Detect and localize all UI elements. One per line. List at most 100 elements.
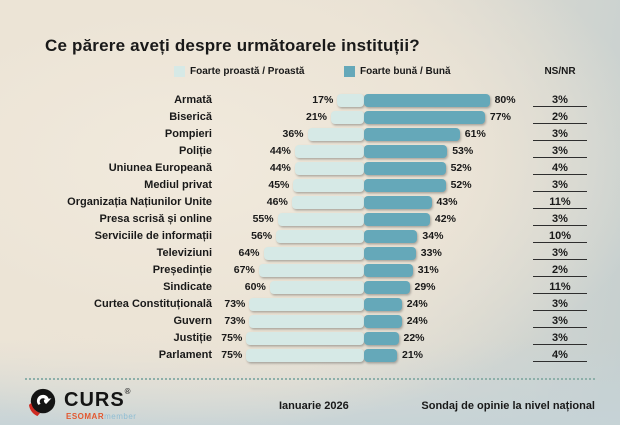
good-value-label: 43%	[436, 196, 458, 208]
nsnr-value: 3%	[533, 314, 587, 328]
esomar-line: ESOMARmember	[66, 412, 136, 421]
category-label: Biserică	[169, 111, 212, 123]
nsnr-value: 3%	[533, 297, 587, 311]
good-value-label: 42%	[434, 213, 456, 225]
good-value-label: 61%	[464, 128, 486, 140]
nsnr-value: 2%	[533, 263, 587, 277]
good-bar	[364, 264, 413, 277]
legend-label-good: Foarte bună / Bună	[360, 66, 451, 77]
good-bar	[364, 332, 399, 345]
category-label: Mediul privat	[144, 179, 212, 191]
nsnr-value: 11%	[533, 195, 587, 209]
curs-logo: CURS® ESOMARmember	[28, 387, 136, 421]
good-bar	[364, 230, 418, 243]
bad-value-label: 45%	[268, 179, 290, 191]
bad-value-label: 75%	[221, 349, 243, 361]
category-label: Parlament	[158, 349, 212, 361]
good-bar	[364, 145, 448, 158]
good-value-label: 24%	[406, 315, 428, 327]
good-bar	[364, 298, 402, 311]
chart-row: Televiziuni 64% 33% 3%	[0, 245, 620, 262]
bad-bar	[269, 281, 364, 294]
nsnr-value: 3%	[533, 331, 587, 345]
chart-row: Sindicate 60% 29% 11%	[0, 279, 620, 296]
chart-row: Mediul privat 45% 52% 3%	[0, 177, 620, 194]
good-value-label: 53%	[452, 145, 474, 157]
page-title: Ce părere aveți despre următoarele insti…	[45, 36, 420, 55]
nsnr-value: 10%	[533, 229, 587, 243]
good-value-label: 52%	[450, 179, 472, 191]
bad-value-label: 44%	[269, 145, 291, 157]
category-label: Organizația Națiunilor Unite	[67, 196, 212, 208]
category-label: Justiție	[173, 332, 212, 344]
bad-value-label: 73%	[224, 298, 246, 310]
curs-logo-name: CURS	[64, 389, 125, 411]
bad-bar	[249, 315, 364, 328]
category-label: Curtea Constituțională	[94, 298, 212, 310]
bad-value-label: 73%	[224, 315, 246, 327]
nsnr-value: 2%	[533, 110, 587, 124]
good-bar	[364, 111, 485, 124]
bad-value-label: 75%	[221, 332, 243, 344]
bad-bar	[246, 332, 365, 345]
category-label: Pompieri	[164, 128, 212, 140]
nsnr-value: 3%	[533, 93, 587, 107]
good-value-label: 77%	[489, 111, 511, 123]
good-bar	[364, 247, 416, 260]
bad-value-label: 46%	[266, 196, 288, 208]
bad-bar	[294, 145, 364, 158]
legend-item-good: Foarte bună / Bună	[344, 66, 451, 77]
bad-value-label: 21%	[305, 111, 327, 123]
chart-row: Presa scrisă și online 55% 42% 3%	[0, 211, 620, 228]
registered-mark-icon: ®	[124, 387, 131, 396]
legend-label-bad: Foarte proastă / Proastă	[190, 66, 305, 77]
bad-bar	[258, 264, 364, 277]
bad-bar	[294, 162, 364, 175]
nsnr-value: 4%	[533, 348, 587, 362]
good-bar	[364, 349, 397, 362]
chart-row: Justiție 75% 22% 3%	[0, 330, 620, 347]
chart-row: Organizația Națiunilor Unite 46% 43% 11%	[0, 194, 620, 211]
good-value-label: 22%	[403, 332, 425, 344]
bad-bar	[307, 128, 364, 141]
chart-row: Serviciile de informații 56% 34% 10%	[0, 228, 620, 245]
curs-logo-icon	[28, 388, 56, 417]
esomar-label: ESOMAR	[66, 412, 105, 421]
good-value-label: 24%	[406, 298, 428, 310]
footer-divider	[25, 378, 595, 380]
chart-body: Armată 17% 80% 3% Biserică 21% 77% 2% Po…	[0, 92, 620, 364]
bad-bar	[246, 349, 365, 362]
legend-item-bad: Foarte proastă / Proastă	[174, 66, 304, 77]
nsnr-value: 4%	[533, 161, 587, 175]
good-bar	[364, 315, 402, 328]
good-bar	[364, 213, 430, 226]
bad-value-label: 60%	[244, 281, 266, 293]
bad-bar	[331, 111, 364, 124]
category-label: Sindicate	[163, 281, 212, 293]
category-label: Presa scrisă și online	[99, 213, 212, 225]
bad-bar	[249, 298, 364, 311]
good-value-label: 34%	[422, 230, 444, 242]
nsnr-value: 11%	[533, 280, 587, 294]
chart-row: Parlament 75% 21% 4%	[0, 347, 620, 364]
bad-bar	[277, 213, 364, 226]
curs-logo-text: CURS® ESOMARmember	[64, 387, 136, 421]
good-value-label: 80%	[494, 94, 516, 106]
good-bar	[364, 196, 432, 209]
good-value-label: 33%	[420, 247, 442, 259]
good-bar	[364, 179, 446, 192]
chart-row: Președinție 67% 31% 2%	[0, 262, 620, 279]
nsnr-value: 3%	[533, 178, 587, 192]
nsnr-value: 3%	[533, 127, 587, 141]
category-label: Serviciile de informații	[94, 230, 212, 242]
esomar-member-label: member	[104, 412, 137, 421]
good-bar	[364, 128, 460, 141]
legend-swatch-good-icon	[344, 66, 355, 77]
good-bar	[364, 281, 410, 294]
good-value-label: 31%	[417, 264, 439, 276]
chart-row: Biserică 21% 77% 2%	[0, 109, 620, 126]
chart-row: Pompieri 36% 61% 3%	[0, 126, 620, 143]
chart-row: Poliție 44% 53% 3%	[0, 143, 620, 160]
survey-date: Ianuarie 2026	[279, 400, 349, 412]
